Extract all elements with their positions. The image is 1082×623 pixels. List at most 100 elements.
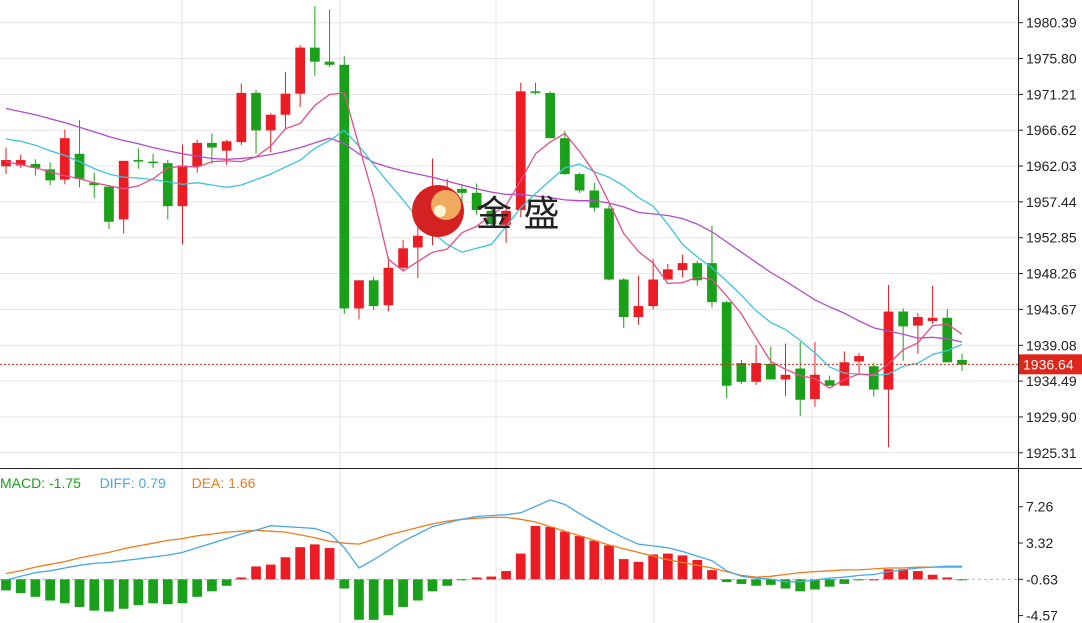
macd-bar-negative <box>427 579 438 592</box>
watermark-text: 金 盛 <box>476 194 559 235</box>
watermark-logo-center <box>434 205 446 217</box>
candle-down <box>589 190 600 208</box>
candle-up <box>854 356 864 362</box>
macd-bar-negative <box>457 579 467 581</box>
macd-legend-label: DEA: 1.66 <box>192 475 256 491</box>
candle-down <box>898 311 909 327</box>
y-tick-label: 1934.49 <box>1026 373 1077 389</box>
macd-bar-negative <box>30 579 41 597</box>
macd-bar-positive <box>677 555 688 580</box>
macd-bar-positive <box>545 526 556 580</box>
macd-bar-negative <box>207 579 217 592</box>
candle-up <box>192 142 203 167</box>
macd-bar-positive <box>868 579 879 581</box>
y-tick-label: 1962.03 <box>1026 158 1077 174</box>
watermark-logo-highlight <box>431 190 461 220</box>
moving-average-lines <box>5 92 963 389</box>
candle-up <box>515 91 526 211</box>
y-tick-label: 1975.80 <box>1026 51 1077 67</box>
candle-down <box>457 188 467 193</box>
macd-bar-negative <box>398 579 408 607</box>
watermark: 金 盛 <box>412 185 559 237</box>
candle-up <box>810 374 820 399</box>
candle-up <box>295 47 306 94</box>
candle-down <box>162 163 173 207</box>
candle-down <box>104 186 114 222</box>
candle-down <box>251 92 261 131</box>
candle-up <box>751 363 761 382</box>
macd-bar-negative <box>368 579 379 620</box>
candle-down <box>471 192 482 211</box>
macd-bar-positive <box>310 544 320 580</box>
macd-bar-negative <box>89 579 100 611</box>
macd-tick-label: 3.32 <box>1026 535 1053 551</box>
macd-bar-negative <box>45 579 55 601</box>
candle-down <box>133 160 144 162</box>
candle-down <box>618 279 629 318</box>
candle-down <box>45 169 55 181</box>
macd-bar-negative <box>765 579 776 585</box>
candle-up <box>354 280 364 309</box>
macd-bar-negative <box>133 579 144 606</box>
macd-axis[interactable]: 7.26 3.32 -0.63 -4.57 <box>1018 499 1058 623</box>
macd-bar-positive <box>898 569 909 580</box>
candle-down <box>530 91 541 93</box>
macd-bar-positive <box>913 571 923 580</box>
macd-bar-negative <box>1 579 11 591</box>
candle-down <box>795 368 806 400</box>
macd-bar-negative <box>104 579 114 612</box>
candle-up <box>648 279 658 307</box>
y-tick-label: 1929.90 <box>1026 409 1077 425</box>
candle-down <box>545 92 556 139</box>
macd-bar-negative <box>59 579 70 604</box>
ma10-line <box>5 129 963 377</box>
candle-down <box>707 263 717 303</box>
candle-down <box>574 174 585 191</box>
macd-bar-negative <box>854 579 864 581</box>
candle-up <box>633 306 644 318</box>
macd-tick-label: -4.57 <box>1026 608 1058 623</box>
macd-bar-negative <box>74 579 85 607</box>
candle-up <box>913 317 923 326</box>
macd-bar-negative <box>177 579 188 604</box>
macd-bar-positive <box>574 536 585 580</box>
candle-down <box>868 366 879 390</box>
macd-bar-positive <box>280 557 291 580</box>
macd-bar-negative <box>339 579 350 589</box>
macd-bar-negative <box>192 579 203 597</box>
candle-down <box>310 47 320 62</box>
macd-bar-negative <box>118 579 129 609</box>
candle-down <box>942 317 953 363</box>
macd-bar-negative <box>751 579 761 586</box>
macd-bar-negative <box>15 579 26 594</box>
candle-down <box>74 153 85 179</box>
macd-bar-negative <box>795 579 806 592</box>
macd-legend-label: DIFF: 0.79 <box>100 475 166 491</box>
current-price-label: 1936.64 <box>1023 356 1074 372</box>
candle-down <box>560 138 570 175</box>
macd-bar-positive <box>692 560 703 580</box>
candle-down <box>486 210 497 225</box>
macd-bar-positive <box>604 545 614 580</box>
candle-down <box>721 302 732 386</box>
y-tick-label: 1957.44 <box>1026 194 1077 210</box>
macd-bar-negative <box>721 579 732 583</box>
candle-down <box>604 208 614 280</box>
candle-up <box>221 141 232 151</box>
candle-down <box>89 182 100 186</box>
macd-bar-negative <box>957 579 967 581</box>
macd-bar-positive <box>707 570 717 580</box>
macd-bar-positive <box>560 531 570 580</box>
macd-bar-negative <box>780 579 791 589</box>
macd-bar-positive <box>471 577 482 580</box>
y-tick-label: 1966.62 <box>1026 122 1077 138</box>
price-axis[interactable]: 1980.39 1975.80 1971.21 1966.62 1962.03 1957.… <box>1018 15 1077 461</box>
y-tick-label: 1948.26 <box>1026 266 1077 282</box>
macd-bar-positive <box>295 547 306 580</box>
current-price-line: 1936.64 <box>0 354 1082 375</box>
macd-bar-positive <box>883 569 894 580</box>
macd-bar-negative <box>162 579 173 605</box>
macd-histogram <box>0 525 1018 620</box>
